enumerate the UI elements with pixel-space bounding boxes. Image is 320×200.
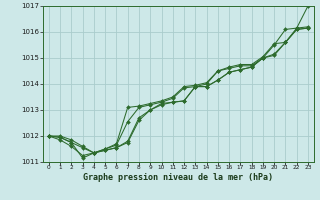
X-axis label: Graphe pression niveau de la mer (hPa): Graphe pression niveau de la mer (hPa) [84,173,273,182]
